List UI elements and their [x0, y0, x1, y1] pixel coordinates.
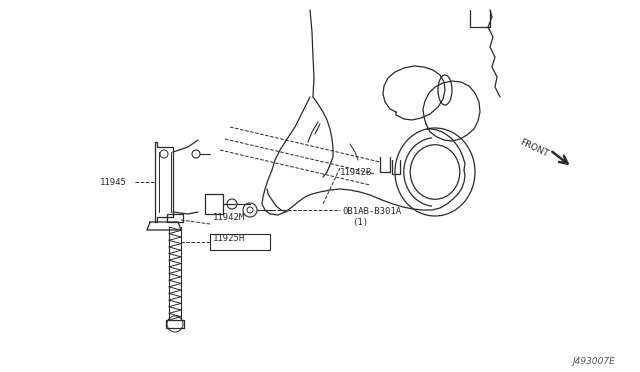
Text: 11945: 11945 [100, 178, 127, 187]
Text: 11942B: 11942B [340, 168, 372, 177]
Text: 11925H: 11925H [213, 234, 245, 243]
Text: (1): (1) [352, 218, 368, 227]
Text: 0B1AB-B301A: 0B1AB-B301A [342, 207, 401, 216]
Text: J493007E: J493007E [572, 357, 615, 366]
Text: FRONT: FRONT [518, 138, 550, 159]
Text: 11942M: 11942M [213, 213, 245, 222]
